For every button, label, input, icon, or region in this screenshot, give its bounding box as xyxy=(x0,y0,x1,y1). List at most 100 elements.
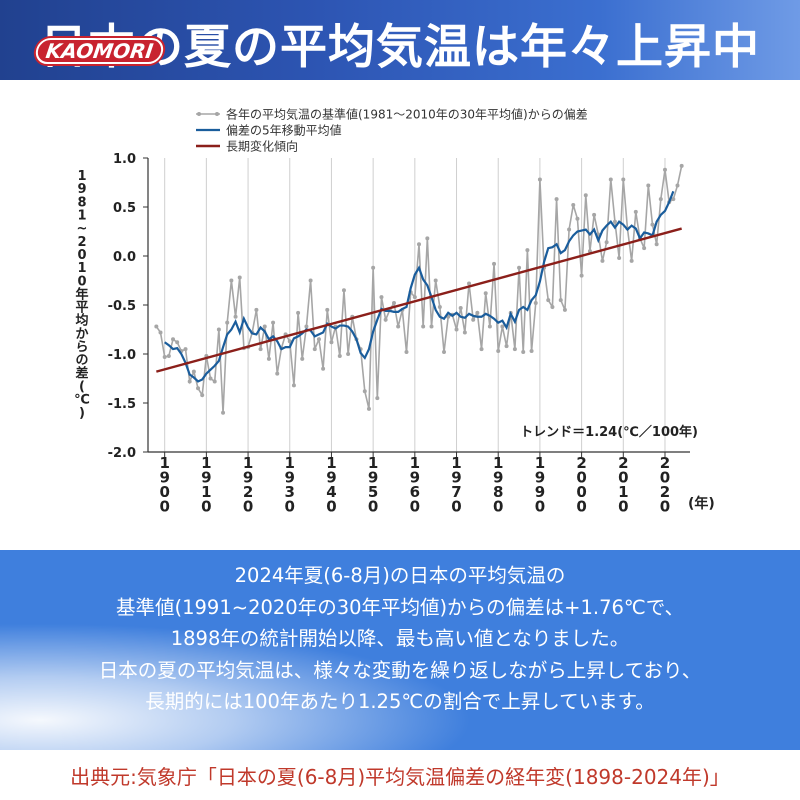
y-tick-label: -1.5 xyxy=(108,397,136,412)
series-annual-point xyxy=(429,324,434,329)
series-annual-point xyxy=(679,163,684,168)
series-annual-point xyxy=(208,376,213,381)
y-axis-label: 1 9 8 1 ~2 0 1 0 年平均からの差(℃) xyxy=(74,169,90,421)
series-annual-point xyxy=(183,347,188,352)
series-annual-point xyxy=(617,255,622,260)
series-annual-point xyxy=(504,344,509,349)
series-annual-point xyxy=(329,340,334,345)
series-annual-point xyxy=(487,324,492,329)
series-annual-point xyxy=(646,183,651,188)
series-annual-point xyxy=(521,350,526,355)
series-annual-point xyxy=(658,197,663,202)
series-annual-point xyxy=(512,347,517,352)
series-annual-point xyxy=(671,197,676,202)
legend: 各年の平均気温の基準値(1981〜2010年の30年平均値)からの偏差偏差の5年… xyxy=(196,107,588,154)
series-annual-point xyxy=(621,177,626,182)
series-annual-point xyxy=(433,278,438,283)
series-annual-point xyxy=(291,383,296,388)
series-annual-point xyxy=(175,340,180,345)
info-line-1: 2024年夏(6-8月)の日本の平均気温の xyxy=(234,564,566,587)
header-banner: 日本の夏の平均気温は年々上昇中 KAOMORI xyxy=(0,0,800,80)
series-annual-point xyxy=(371,265,376,270)
series-annual-point xyxy=(391,301,396,306)
y-tick-label: 0.0 xyxy=(113,250,136,265)
series-annual-point xyxy=(383,317,388,322)
source-footer: 出典元:気象庁「日本の夏(6-8月)平均気温偏差の経年変(1898-2024年)… xyxy=(0,757,800,800)
series-annual-point xyxy=(467,281,472,286)
series-annual-point xyxy=(600,258,605,263)
series-annual-point xyxy=(558,298,563,303)
series-annual-point xyxy=(550,304,555,309)
series-annual-point xyxy=(462,330,467,335)
legend-label: 偏差の5年移動平均値 xyxy=(226,123,342,138)
series-annual-point xyxy=(425,236,430,241)
series-annual-point xyxy=(458,305,463,310)
series-annual-point xyxy=(321,366,326,371)
info-text: 2024年夏(6-8月)の日本の平均気温の 基準値(1991~2020年の30年… xyxy=(0,560,800,718)
series-annual-point xyxy=(254,307,259,312)
source-citation: 出典元:気象庁「日本の夏(6-8月)平均気温偏差の経年変(1898-2024年)… xyxy=(70,765,730,789)
series-annual-point xyxy=(312,347,317,352)
series-annual-point xyxy=(583,193,588,198)
series-annual-point xyxy=(262,324,267,329)
series-annual-point xyxy=(366,406,371,411)
series-annual-point xyxy=(216,327,221,332)
legend-marker-annual xyxy=(215,112,219,116)
series-annual-point xyxy=(341,288,346,293)
series-annual-point xyxy=(375,396,380,401)
series-annual-point xyxy=(662,167,667,172)
series-annual-point xyxy=(496,349,501,354)
series-annual-point xyxy=(592,212,597,217)
x-unit-label: (年) xyxy=(688,495,715,512)
series-annual-point xyxy=(187,379,192,384)
series-annual-point xyxy=(571,203,576,208)
series-annual-point xyxy=(454,327,459,332)
series-annual-point xyxy=(421,324,426,329)
series-annual-point xyxy=(608,177,613,182)
series-annual-point xyxy=(642,246,647,251)
series-annual-point xyxy=(296,310,301,315)
series-annual-point xyxy=(412,295,417,300)
series-trend-line xyxy=(156,227,682,373)
info-panel: 2024年夏(6-8月)の日本の平均気温の 基準値(1991~2020年の30年… xyxy=(0,550,800,750)
series-annual-point xyxy=(158,330,163,335)
series-annual-point xyxy=(316,337,321,342)
series-annual-point xyxy=(417,242,421,247)
series-annual-point xyxy=(546,298,551,303)
info-line-3: 1898年の統計開始以降、最も高い値となりました。 xyxy=(170,627,630,650)
series-annual-point xyxy=(492,261,497,266)
series-annual-point xyxy=(337,353,342,358)
trend-annotation: トレンド＝1.24(℃／100年) xyxy=(520,424,698,440)
series-annual-point xyxy=(554,197,559,202)
series-annual-point xyxy=(191,369,196,374)
legend-marker-annual xyxy=(197,112,201,116)
series-annual-point xyxy=(629,258,634,263)
series-annual-line xyxy=(155,165,683,413)
series-annual-point xyxy=(233,314,238,319)
series-annual-point xyxy=(346,352,351,356)
series-annual-point xyxy=(304,324,309,329)
series-annual-point xyxy=(275,371,280,376)
series-annual-point xyxy=(154,324,159,329)
series-annual-point xyxy=(633,209,638,214)
series-annual-point xyxy=(537,177,542,182)
series-annual-point xyxy=(237,275,242,280)
series-annual-point xyxy=(196,386,201,391)
series-annual-point xyxy=(442,350,447,355)
series-annual-point xyxy=(517,265,522,270)
series-annual-point xyxy=(500,324,505,329)
series-annual-point xyxy=(650,222,655,227)
temperature-chart: 1 9 0 0 1 9 1 0 1 9 2 0 1 9 3 0 1 9 4 0 1 9 5 0 1 9 6 0 1 9 7 0 1 9 8 0 1 9 9 0… xyxy=(74,107,715,516)
series-annual-point xyxy=(396,324,401,329)
series-annual-point xyxy=(308,278,313,283)
series-annual-point xyxy=(612,219,617,224)
